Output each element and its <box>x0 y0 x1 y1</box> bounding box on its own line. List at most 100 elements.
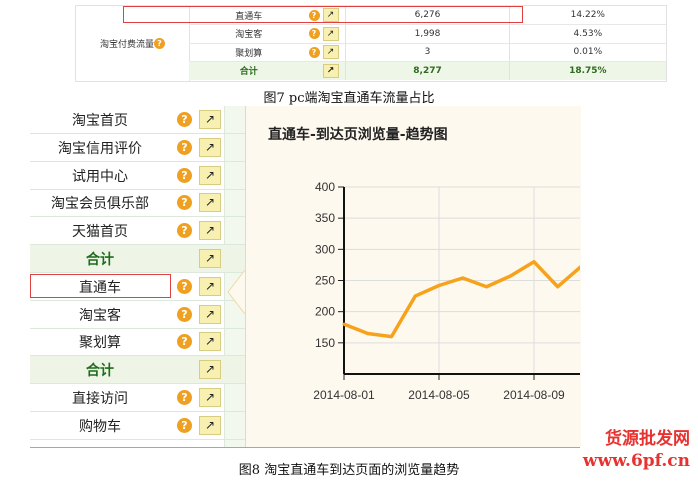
trend-chart-icon[interactable]: ↗ <box>199 360 221 380</box>
series-line <box>343 260 580 339</box>
sidebar-total-row[interactable]: 合计 ↗ <box>30 356 245 385</box>
question-circle-icon[interactable]: ? <box>308 46 320 58</box>
trend-chart-icon[interactable]: ↗ <box>199 221 221 241</box>
data-point <box>366 331 370 335</box>
question-circle-icon[interactable]: ? <box>177 278 192 294</box>
x-tick-label: 2014-08-05 <box>408 388 470 402</box>
sidebar-item[interactable]: 试用中心? ↗ <box>30 162 245 190</box>
sidebar-item[interactable]: 直通车? ↗ <box>30 273 245 301</box>
sidebar-item-label: 直通车 <box>79 279 121 296</box>
panel-pointer <box>227 270 246 314</box>
sidebar-item[interactable]: 淘宝信用评价? ↗ <box>30 134 245 162</box>
trend-chart-icon[interactable]: ↗ <box>199 249 221 268</box>
sidebar-item-label: 淘宝客 <box>79 307 121 324</box>
table-row: 聚划算? ↗ 3 0.01% <box>189 43 666 62</box>
sidebar-item[interactable]: 淘宝会员俱乐部? ↗ <box>30 189 245 218</box>
sidebar-item[interactable]: 购物车? ↗ <box>30 412 245 440</box>
y-tick-label: 250 <box>315 274 335 288</box>
chart-title: 直通车-到达页浏览量-趋势图 <box>268 127 448 143</box>
table-row: 直通车? ↗ 6,276 14.22% <box>189 6 666 25</box>
source-name: 聚划算 <box>235 48 263 59</box>
question-circle-icon[interactable]: ? <box>177 334 192 350</box>
x-tick-label: 2014-08-01 <box>313 388 375 402</box>
source-name: 淘宝客 <box>235 30 263 40</box>
chart-panel <box>245 106 581 447</box>
highlight-box <box>30 273 171 298</box>
sidebar-item-label: 购物车 <box>79 418 121 435</box>
visits-value: 1,998 <box>345 24 508 43</box>
trend-chart-icon[interactable]: ↗ <box>199 388 221 407</box>
y-tick-label: 200 <box>315 305 335 319</box>
data-point <box>485 285 488 289</box>
trend-chart-icon[interactable]: ↗ <box>199 415 221 435</box>
sidebar-item[interactable]: 聚划算? ↗ <box>30 328 245 357</box>
trend-chart-icon[interactable]: ↗ <box>322 26 339 41</box>
percentage-value: 18.75% <box>508 61 666 80</box>
question-circle-icon[interactable]: ? <box>177 223 192 239</box>
trend-chart-icon[interactable]: ↗ <box>199 110 221 129</box>
percentage-value: 4.53% <box>508 24 666 43</box>
caption-figure-7: 图7 pc端淘宝直通车流量占比 <box>263 91 435 106</box>
trend-chart-icon[interactable]: ↗ <box>322 45 339 59</box>
trend-chart-icon[interactable]: ↗ <box>199 137 221 157</box>
sidebar-item[interactable]: 淘宝首页? ↗ <box>30 106 245 134</box>
percentage-value: 0.01% <box>508 43 666 61</box>
sidebar-item-label: 合计 <box>86 363 114 380</box>
sidebar-item[interactable]: 淘宝客? ↗ <box>30 301 245 329</box>
highlight-box <box>123 6 523 23</box>
question-circle-icon[interactable]: ? <box>308 9 320 21</box>
trend-chart-icon[interactable]: ↗ <box>199 165 221 185</box>
group-label: 淘宝付费流量? <box>76 6 190 81</box>
table-row: 淘宝客? ↗ 1,998 4.53% <box>189 24 666 44</box>
data-point <box>532 260 536 264</box>
question-circle-icon[interactable]: ? <box>308 28 320 39</box>
sidebar-item[interactable]: 天猫首页? ↗ <box>30 217 245 246</box>
sidebar-item-label: 直接访问 <box>72 391 128 407</box>
caption-figure-8: 图8 淘宝直通车到达页面的浏览量趋势 <box>238 463 460 478</box>
question-circle-icon[interactable]: ? <box>177 167 192 183</box>
trend-chart-icon[interactable]: ↗ <box>322 8 339 22</box>
y-tick-label: 300 <box>315 242 335 256</box>
data-point <box>342 322 346 326</box>
visits-value: 6,276 <box>345 6 508 24</box>
trend-chart-icon[interactable]: ↗ <box>199 304 221 324</box>
watermark-logo: 货源批发网 www.6pf.cn <box>582 429 690 471</box>
trend-chart-icon[interactable]: ↗ <box>199 332 221 352</box>
sidebar-item-label: 试用中心 <box>72 168 128 185</box>
sidebar-item-label: 淘宝信用评价 <box>58 140 142 157</box>
question-circle-icon[interactable]: ? <box>154 38 165 49</box>
trend-chart-icon[interactable]: ↗ <box>199 193 221 213</box>
data-point <box>508 274 512 278</box>
divider <box>30 447 580 448</box>
data-point <box>461 276 465 280</box>
total-row: 合计 ↗ 8,277 18.75% <box>189 61 666 80</box>
sidebar-total-row[interactable]: 合计 ↗ <box>30 245 245 273</box>
visits-value: 3 <box>345 43 508 61</box>
data-point <box>556 285 560 289</box>
trend-chart-icon[interactable]: ↗ <box>322 63 339 78</box>
data-point <box>437 283 441 287</box>
y-tick-label: 400 <box>315 180 335 194</box>
source-name: 直通车 <box>235 11 263 22</box>
visits-value: 8,277 <box>345 61 508 80</box>
sidebar-item-label: 淘宝会员俱乐部 <box>51 196 149 213</box>
question-circle-icon[interactable]: ? <box>177 139 192 155</box>
y-tick-label: 350 <box>315 211 335 225</box>
sidebar-item-label: 聚划算 <box>79 335 121 352</box>
trend-chart-icon[interactable]: ↗ <box>199 276 221 296</box>
question-circle-icon[interactable]: ? <box>177 390 192 405</box>
traffic-source-sidebar: 淘宝首页? ↗ 淘宝信用评价? ↗ 试用中心? ↗ 淘宝会员俱乐部? ↗ 天猫首页? ↗ 合计 ↗ 直通… <box>30 106 246 447</box>
question-circle-icon[interactable]: ? <box>177 306 192 322</box>
question-circle-icon[interactable]: ? <box>177 195 192 211</box>
y-tick-label: 150 <box>315 336 335 350</box>
sidebar-item-label: 淘宝首页 <box>72 113 128 129</box>
x-tick-label: 2014-08-09 <box>503 388 565 402</box>
trend-chart: 150 200 250 300 350 400 2014-08-01 2014-08-05 20… <box>313 180 580 402</box>
sidebar-item[interactable]: 直接访问? ↗ <box>30 384 245 412</box>
data-point <box>390 335 393 339</box>
question-circle-icon[interactable]: ? <box>177 112 192 127</box>
source-name: 合计 <box>239 67 258 77</box>
question-circle-icon[interactable]: ? <box>177 417 192 433</box>
sidebar-item-label: 天猫首页 <box>72 224 128 241</box>
sidebar-item-label: 合计 <box>86 252 114 268</box>
